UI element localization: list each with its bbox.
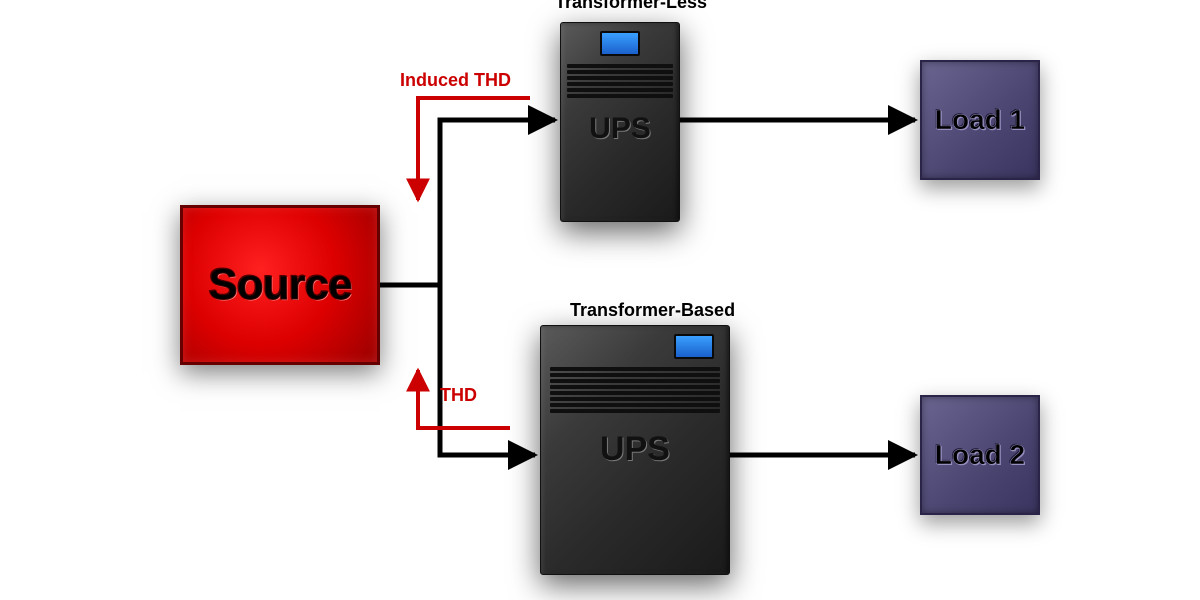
thd-top-label: Induced THD [400, 70, 511, 91]
ups-vents [567, 62, 673, 100]
source-node: Source [180, 205, 380, 365]
ups-vents [550, 365, 719, 415]
ups-top-label: UPS [589, 112, 651, 146]
load2-label: Load 2 [935, 439, 1025, 471]
ups-top-node: UPS [560, 22, 680, 222]
source-label: Source [208, 260, 351, 310]
load1-node: Load 1 [920, 60, 1040, 180]
load2-node: Load 2 [920, 395, 1040, 515]
ups-bottom-title: Transformer-Based [570, 300, 735, 321]
thd-bottom-label: THD [440, 385, 477, 406]
ups-bottom-label: UPS [600, 430, 670, 469]
load1-label: Load 1 [935, 104, 1025, 136]
ups-top-title: Transformer-Less [555, 0, 707, 13]
ups-screen-icon [674, 334, 714, 359]
ups-screen-icon [600, 31, 640, 56]
ups-bottom-node: UPS [540, 325, 730, 575]
